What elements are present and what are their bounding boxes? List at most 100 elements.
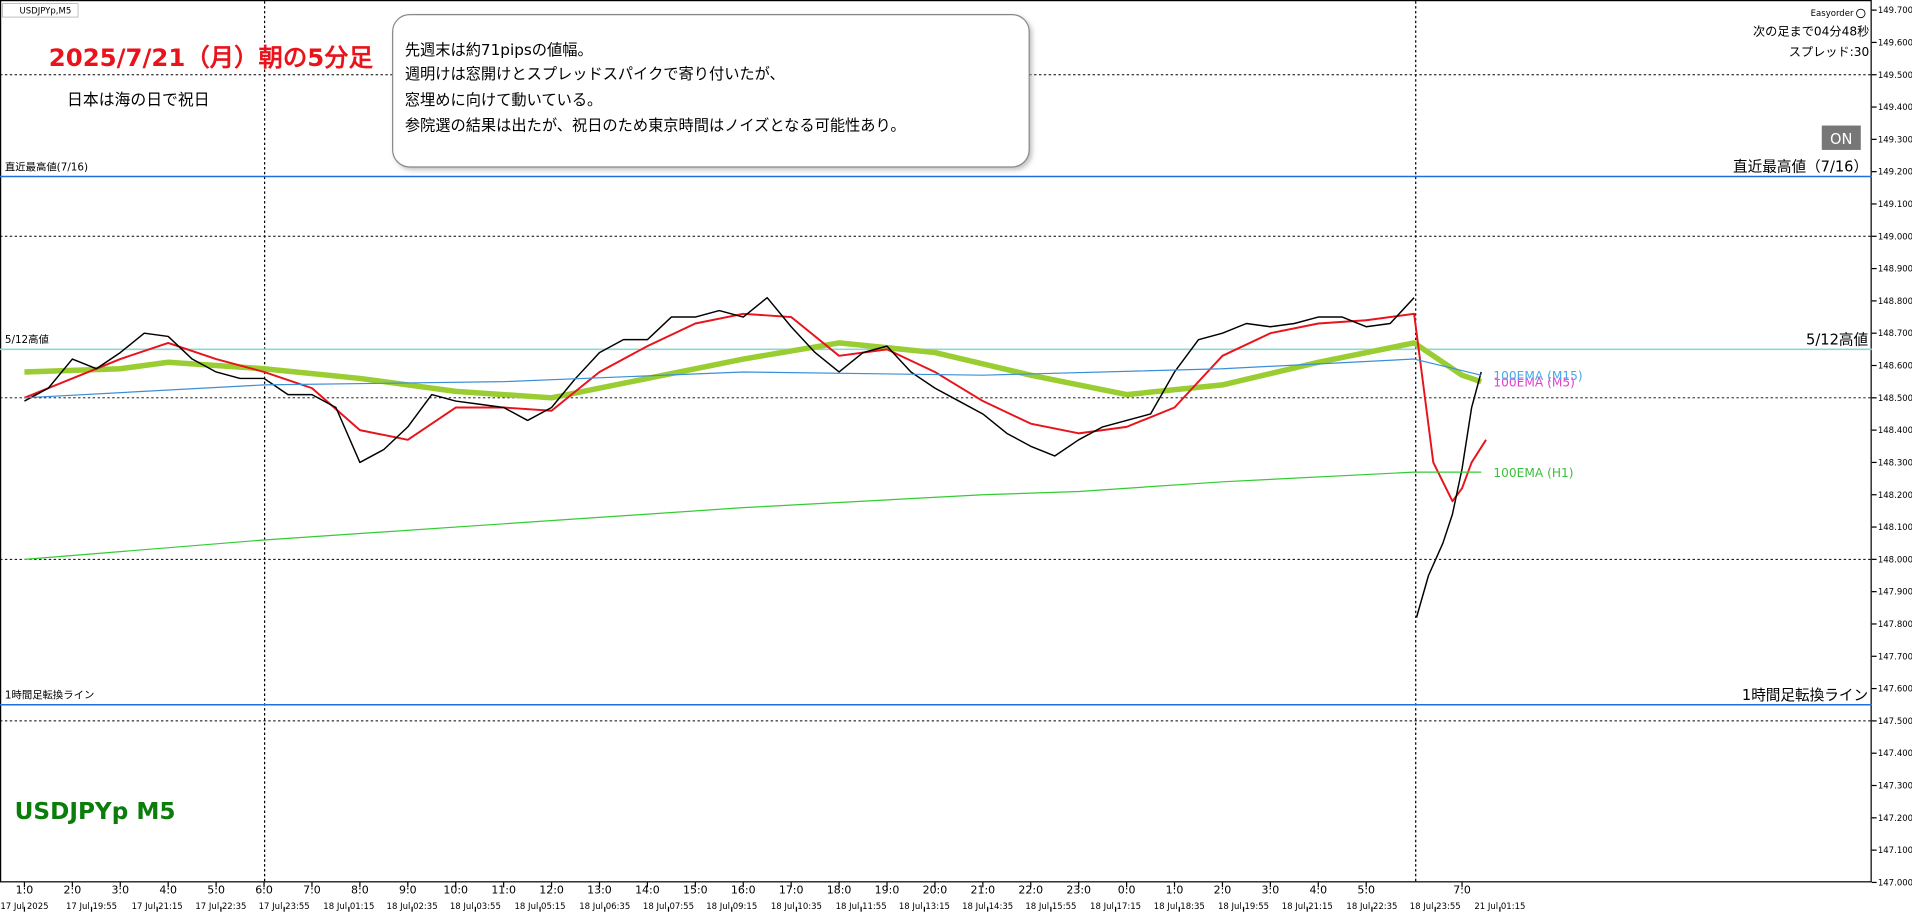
x-tick-label: 7:0: [1453, 883, 1471, 896]
x-tick-label: 2:0: [1214, 883, 1232, 896]
x-tick-label: 18 Jul 03:55: [450, 902, 501, 912]
chart-title: 2025/7/21（月）朝の5分足: [49, 43, 374, 72]
x-tick-label: 4:0: [1309, 883, 1327, 896]
y-tick-label: 147.700: [1878, 652, 1912, 662]
y-tick-label: 147.600: [1878, 685, 1912, 695]
series-label: 100EMA (M5): [1493, 376, 1574, 390]
x-tick-label: 21:0: [971, 883, 996, 896]
y-tick-label: 149.300: [1878, 135, 1912, 145]
x-tick-label: 18 Jul 07:55: [643, 902, 694, 912]
x-tick-label: 15:0: [683, 883, 708, 896]
y-tick-label: 149.400: [1878, 103, 1912, 113]
x-tick-label: 3:0: [1262, 883, 1280, 896]
y-tick-label: 148.600: [1878, 362, 1912, 372]
x-tick-label: 4:0: [159, 883, 177, 896]
x-tick-label: 19:0: [875, 883, 900, 896]
y-tick-label: 149.500: [1878, 71, 1912, 81]
x-tick-label: 2:0: [64, 883, 82, 896]
x-tick-label: 17 Jul 22:35: [195, 902, 246, 912]
y-tick-label: 147.400: [1878, 749, 1912, 759]
x-tick-label: 22:0: [1018, 883, 1043, 896]
x-tick-label: 17:0: [779, 883, 804, 896]
x-tick-label: 16:0: [731, 883, 756, 896]
x-tick-label: 18 Jul 11:55: [836, 902, 887, 912]
on-button[interactable]: [1821, 125, 1861, 150]
x-tick-label: 8:0: [351, 883, 369, 896]
x-tick-label: 18 Jul 21:15: [1282, 902, 1333, 912]
x-tick-label: 18 Jul 23:55: [1410, 902, 1461, 912]
x-tick-label: 18 Jul 18:35: [1154, 902, 1205, 912]
x-tick-label: 18 Jul 15:55: [1025, 902, 1076, 912]
series-line: [24, 312, 1487, 503]
y-tick-label: 148.200: [1878, 491, 1912, 501]
spread: スプレッド:30: [1789, 45, 1870, 59]
x-tick-label: 10:0: [443, 883, 468, 896]
x-tick-label: 18 Jul 22:35: [1346, 902, 1397, 912]
x-tick-label: 18 Jul 05:15: [515, 902, 566, 912]
reference-label: 1時間足転換ライン: [5, 690, 94, 702]
x-tick-label: 23:0: [1066, 883, 1091, 896]
note-line: 先週末は約71pipsの値幅。: [405, 41, 593, 59]
x-tick-label: 18 Jul 02:35: [387, 902, 438, 912]
chart-subtitle: 日本は海の日で祝日: [67, 90, 210, 109]
x-tick-label: 20:0: [923, 883, 948, 896]
x-tick-label: 5:0: [1357, 883, 1375, 896]
x-tick-label: 12:0: [539, 883, 564, 896]
x-tick-label: 18:0: [827, 883, 852, 896]
x-tick-label: 17 Jul 23:55: [259, 902, 310, 912]
watermark: USDJPYp M5: [15, 799, 176, 825]
note-box: [392, 14, 1030, 168]
note-line: 窓埋めに向けて動いている。: [405, 91, 602, 109]
y-tick-label: 149.200: [1878, 168, 1912, 178]
x-tick-label: 17 Jul 2025: [0, 902, 48, 912]
y-tick-label: 147.900: [1878, 588, 1912, 598]
y-tick-label: 148.300: [1878, 458, 1912, 468]
y-tick-label: 148.900: [1878, 265, 1912, 275]
x-tick-label: 1:0: [1166, 883, 1184, 896]
panel-name: Easyorder: [1811, 9, 1854, 19]
x-tick-label: 13:0: [587, 883, 612, 896]
y-tick-label: 149.100: [1878, 200, 1912, 210]
series-label: 100EMA (M15): [1493, 369, 1582, 383]
x-tick-label: 0:0: [1118, 883, 1136, 896]
y-tick-label: 149.000: [1878, 232, 1912, 242]
series-line: [24, 296, 1415, 464]
x-tick-label: 18 Jul 14:35: [962, 902, 1013, 912]
x-tick-label: 11:0: [491, 883, 516, 896]
series-line: [24, 358, 1482, 399]
y-tick-label: 148.700: [1878, 329, 1912, 339]
y-tick-label: 148.800: [1878, 297, 1912, 307]
y-tick-label: 149.600: [1878, 38, 1912, 48]
symbol: USDJPYp,M5: [20, 6, 72, 16]
y-tick-label: 147.500: [1878, 717, 1912, 727]
x-tick-label: 5:0: [207, 883, 225, 896]
x-tick-label: 18 Jul 19:55: [1218, 902, 1269, 912]
x-tick-label: 6:0: [255, 883, 273, 896]
x-tick-label: 18 Jul 09:15: [706, 902, 757, 912]
y-tick-label: 148.000: [1878, 555, 1912, 565]
x-tick-label: 3:0: [111, 883, 129, 896]
note-line: 参院選の結果は出たが、祝日のため東京時間はノイズとなる可能性あり。: [405, 116, 906, 134]
x-tick-label: 18 Jul 13:15: [899, 902, 950, 912]
reference-label: 直近最高値（7/16）: [1733, 159, 1868, 176]
y-tick-label: 147.800: [1878, 620, 1912, 630]
x-tick-label: 17 Jul 19:55: [66, 902, 117, 912]
note-line: 週明けは窓開けとスプレッドスパイクで寄り付いたが、: [405, 65, 785, 83]
y-tick-label: 147.300: [1878, 782, 1912, 792]
reference-label: 5/12高値: [1806, 331, 1868, 348]
x-tick-label: 21 Jul 01:15: [1474, 902, 1525, 912]
panel-close[interactable]: [1856, 8, 1866, 19]
x-tick-label: 18 Jul 01:15: [323, 902, 374, 912]
reference-label: 1時間足転換ライン: [1742, 687, 1868, 704]
y-tick-label: 148.400: [1878, 426, 1912, 436]
on-button-label[interactable]: ON: [1830, 131, 1852, 148]
x-tick-label: 9:0: [399, 883, 417, 896]
x-tick-label: 18 Jul 06:35: [579, 902, 630, 912]
series-line: [24, 471, 1482, 560]
y-tick-label: 147.000: [1878, 878, 1912, 888]
x-tick-label: 17 Jul 21:15: [132, 902, 183, 912]
x-tick-label: 18 Jul 17:15: [1090, 902, 1141, 912]
x-tick-label: 18 Jul 10:35: [771, 902, 822, 912]
